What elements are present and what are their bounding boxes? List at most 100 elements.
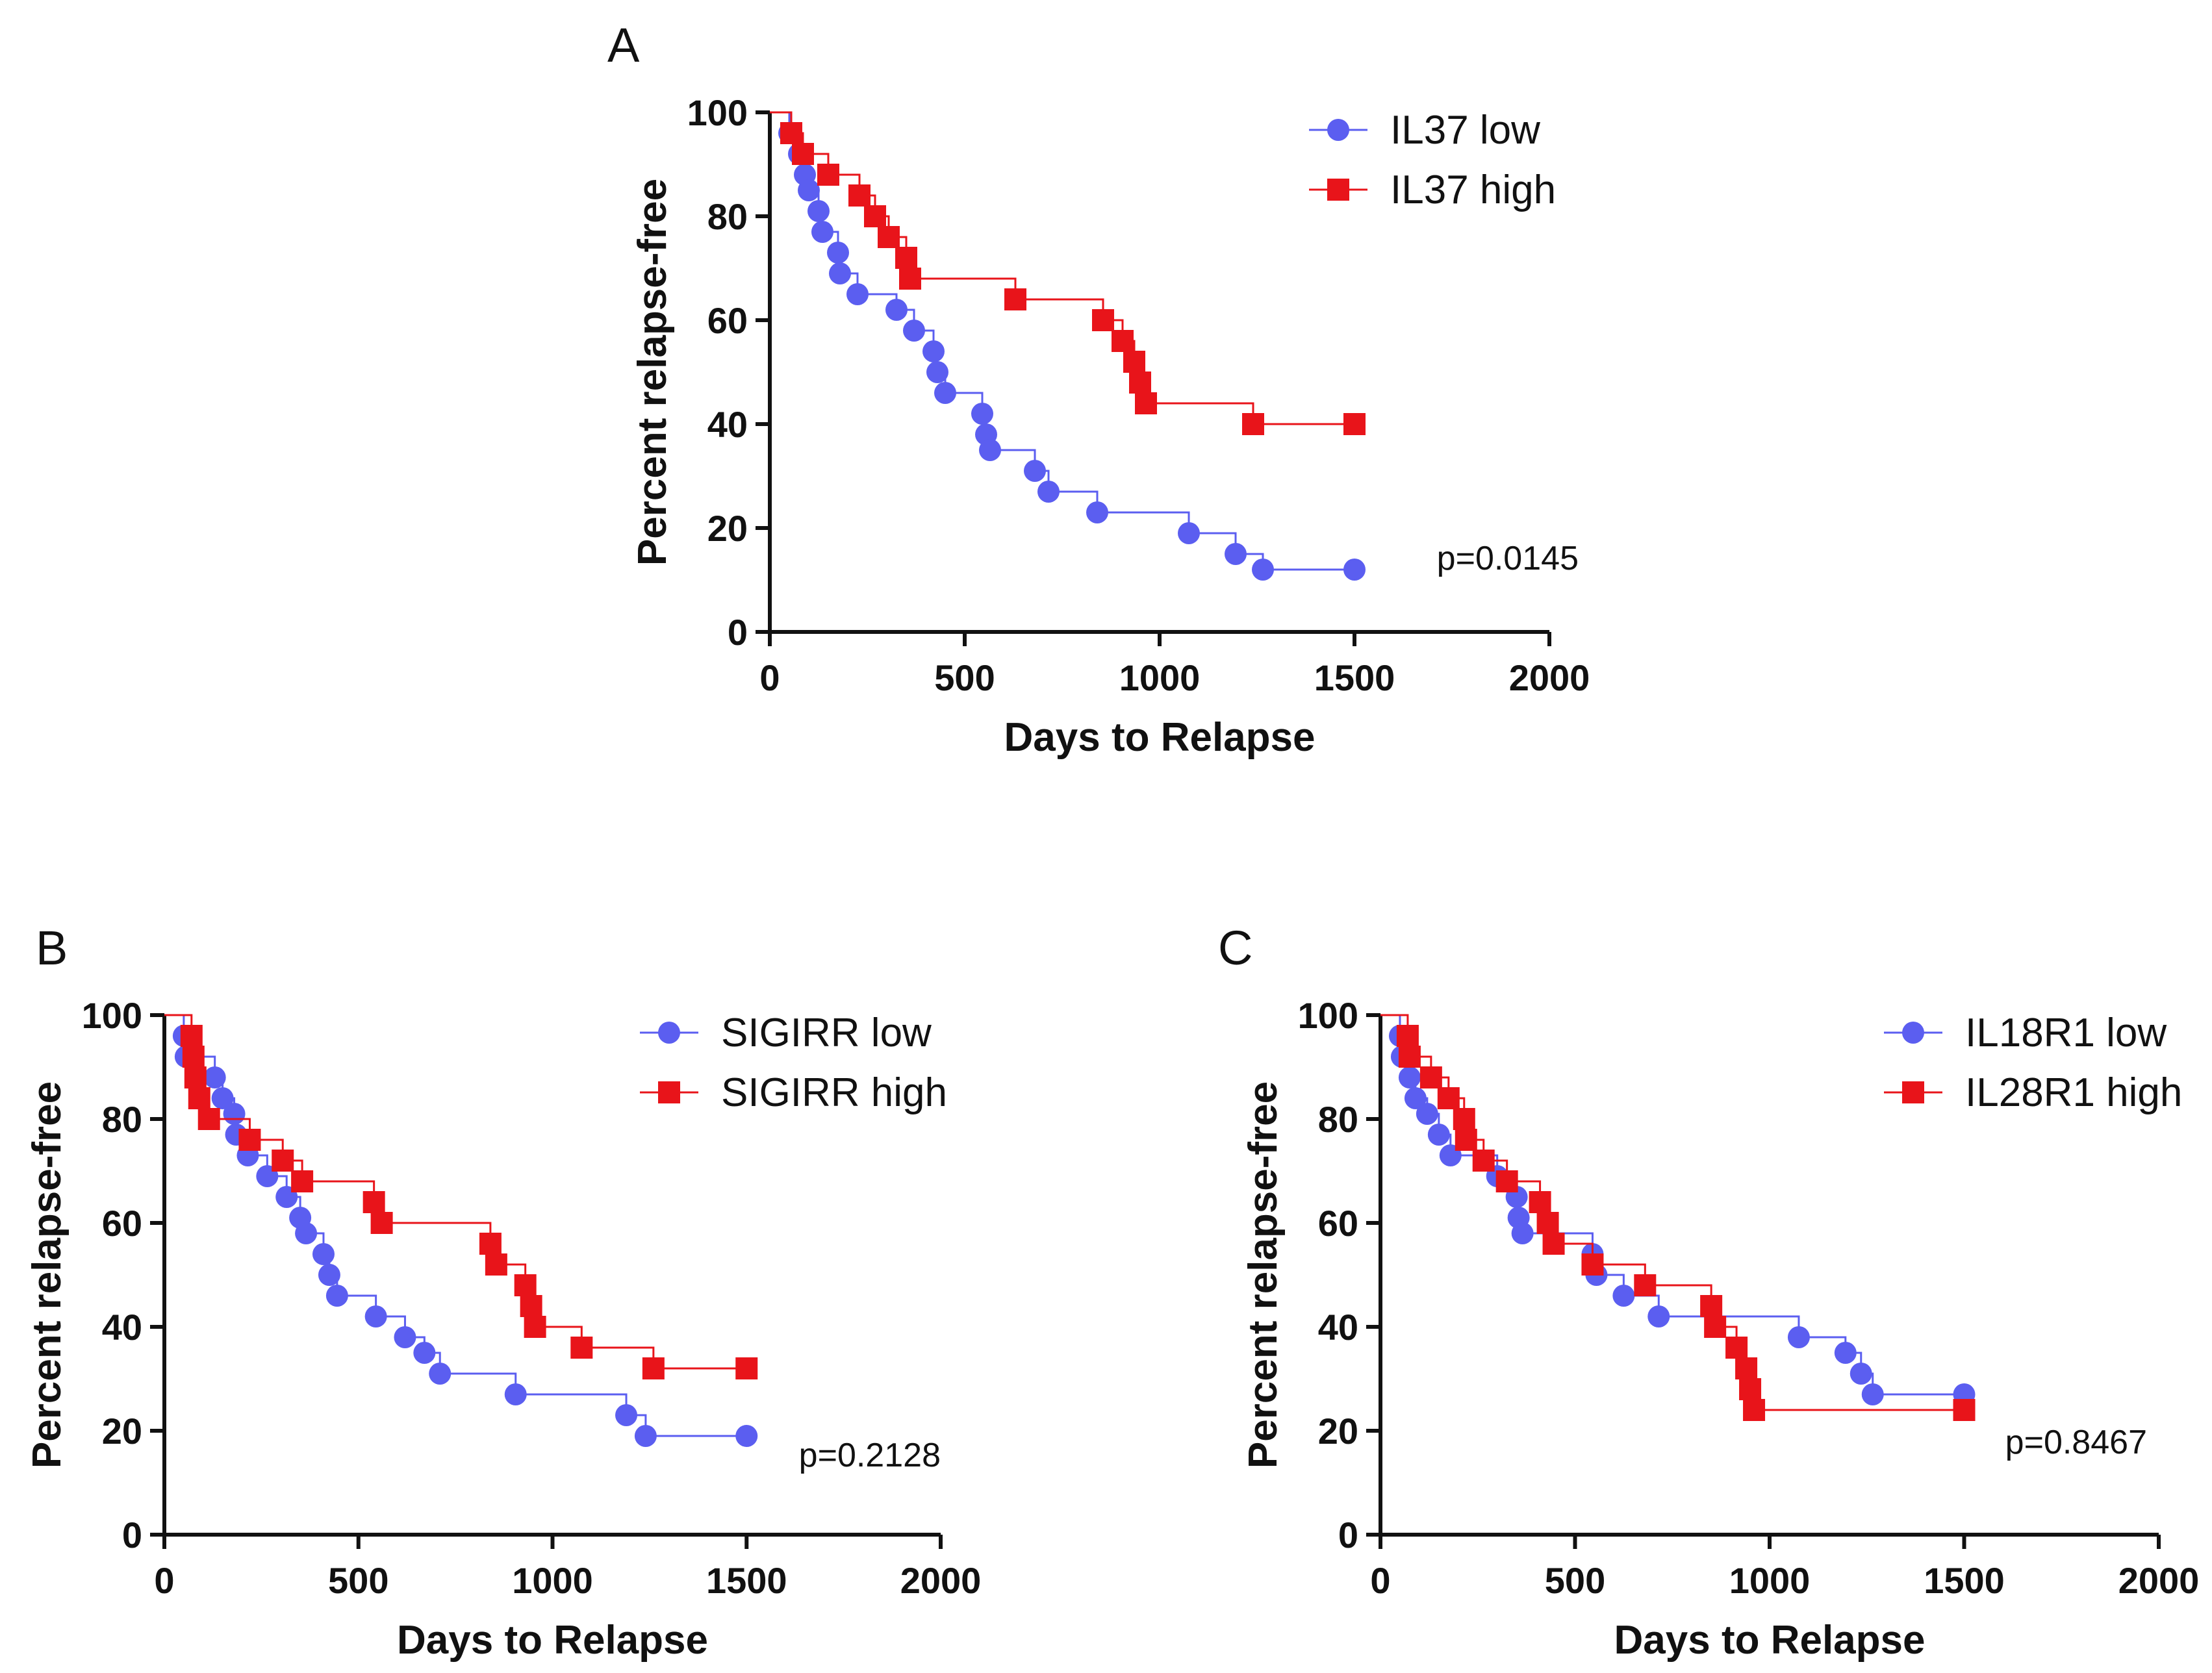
y-tick-label: 80 [707, 196, 748, 237]
data-point-square [180, 1025, 203, 1047]
data-point-circle [1252, 559, 1274, 581]
data-point-square [735, 1357, 758, 1379]
data-point-square [780, 122, 802, 144]
series-il37-high [770, 111, 1366, 435]
data-point-circle [1861, 1383, 1884, 1405]
panel-label: C [1218, 921, 1252, 975]
panel-label: A [607, 18, 640, 72]
data-point-square [1472, 1150, 1495, 1172]
data-point-square [1542, 1233, 1565, 1255]
data-point-circle [413, 1342, 436, 1364]
legend-marker-circle [1327, 119, 1349, 141]
data-point-square [1129, 371, 1151, 394]
data-point-circle [504, 1383, 527, 1405]
p-value-annotation: p=0.0145 [1437, 540, 1579, 577]
data-point-square [520, 1295, 542, 1317]
y-tick-label: 20 [102, 1411, 142, 1452]
legend-marker-square [1902, 1081, 1924, 1103]
data-point-square [1725, 1337, 1748, 1359]
data-point-square [848, 184, 871, 207]
legend-entry: IL37 low [1309, 108, 1540, 153]
data-point-circle [1404, 1087, 1427, 1109]
x-tick-label: 500 [934, 657, 995, 698]
x-tick-label: 2000 [2118, 1560, 2200, 1601]
data-point-circle [615, 1404, 638, 1426]
y-tick-label: 60 [707, 300, 748, 341]
y-tick-label: 100 [1298, 995, 1358, 1036]
data-point-square [272, 1150, 294, 1172]
data-point-square [864, 205, 886, 227]
y-axis-label: Percent relapse-free [630, 179, 675, 566]
data-point-square [1242, 413, 1264, 435]
data-point-square [1581, 1253, 1604, 1276]
data-point-circle [1398, 1066, 1421, 1088]
series-il18r1-low [1380, 1014, 1976, 1405]
data-point-square [642, 1357, 665, 1379]
data-point-square [1343, 413, 1366, 435]
x-tick-label: 1500 [706, 1560, 787, 1601]
survival-step-line [164, 1014, 747, 1370]
data-point-square [514, 1274, 537, 1296]
x-tick-label: 1000 [512, 1560, 593, 1601]
data-point-circle [1225, 543, 1247, 565]
data-point-square [184, 1066, 207, 1088]
x-tick-label: 0 [154, 1560, 174, 1601]
y-tick-label: 0 [1338, 1515, 1358, 1555]
data-point-circle [312, 1243, 335, 1265]
data-point-square [238, 1129, 261, 1151]
legend-entry: SIGIRR low [640, 1011, 932, 1055]
data-point-square [1112, 330, 1134, 352]
data-point-circle [364, 1305, 387, 1327]
data-point-circle [807, 200, 830, 222]
data-point-square [1398, 1046, 1421, 1068]
data-point-square [188, 1087, 210, 1109]
data-point-circle [885, 299, 908, 321]
y-tick-label: 80 [1318, 1099, 1358, 1140]
x-tick-label: 2000 [900, 1560, 982, 1601]
data-point-circle [1834, 1342, 1857, 1364]
data-point-square [197, 1108, 220, 1130]
data-point-square [1396, 1025, 1419, 1047]
data-point-circle [223, 1103, 246, 1125]
y-tick-label: 100 [82, 995, 142, 1036]
data-point-square [878, 226, 900, 248]
x-axis-label: Days to Relapse [397, 1618, 708, 1663]
data-point-circle [735, 1425, 758, 1447]
x-tick-label: 1500 [1314, 657, 1395, 698]
y-tick-label: 20 [707, 508, 748, 549]
data-point-square [899, 268, 921, 290]
data-point-circle [903, 320, 925, 342]
x-axis-label: Days to Relapse [1004, 715, 1316, 760]
data-point-circle [798, 179, 820, 201]
data-point-circle [1037, 481, 1060, 503]
data-point-square [1135, 392, 1157, 414]
y-tick-label: 60 [1318, 1203, 1358, 1244]
legend-entry: IL28R1 high [1884, 1070, 2182, 1115]
y-tick-label: 40 [707, 404, 748, 445]
data-point-circle [827, 242, 849, 264]
legend-label: IL28R1 high [1965, 1070, 2182, 1115]
data-point-square [291, 1170, 314, 1192]
data-point-square [524, 1316, 546, 1338]
data-point-circle [934, 382, 956, 404]
data-point-square [1743, 1399, 1766, 1421]
data-point-square [182, 1046, 205, 1068]
data-point-square [570, 1337, 593, 1359]
data-point-circle [811, 221, 833, 243]
data-point-square [1536, 1212, 1559, 1234]
data-point-circle [1024, 460, 1046, 482]
panel-label: B [36, 921, 68, 975]
data-point-circle [1086, 501, 1108, 523]
survival-step-line [1380, 1014, 1964, 1411]
x-tick-label: 0 [759, 657, 780, 698]
legend-marker-circle [1902, 1022, 1924, 1044]
p-value-annotation: p=0.8467 [2005, 1424, 2147, 1461]
data-point-square [1700, 1295, 1723, 1317]
x-axis-label: Days to Relapse [1614, 1618, 1926, 1663]
data-point-square [485, 1253, 507, 1276]
y-tick-label: 20 [1318, 1411, 1358, 1452]
data-point-circle [926, 361, 948, 383]
